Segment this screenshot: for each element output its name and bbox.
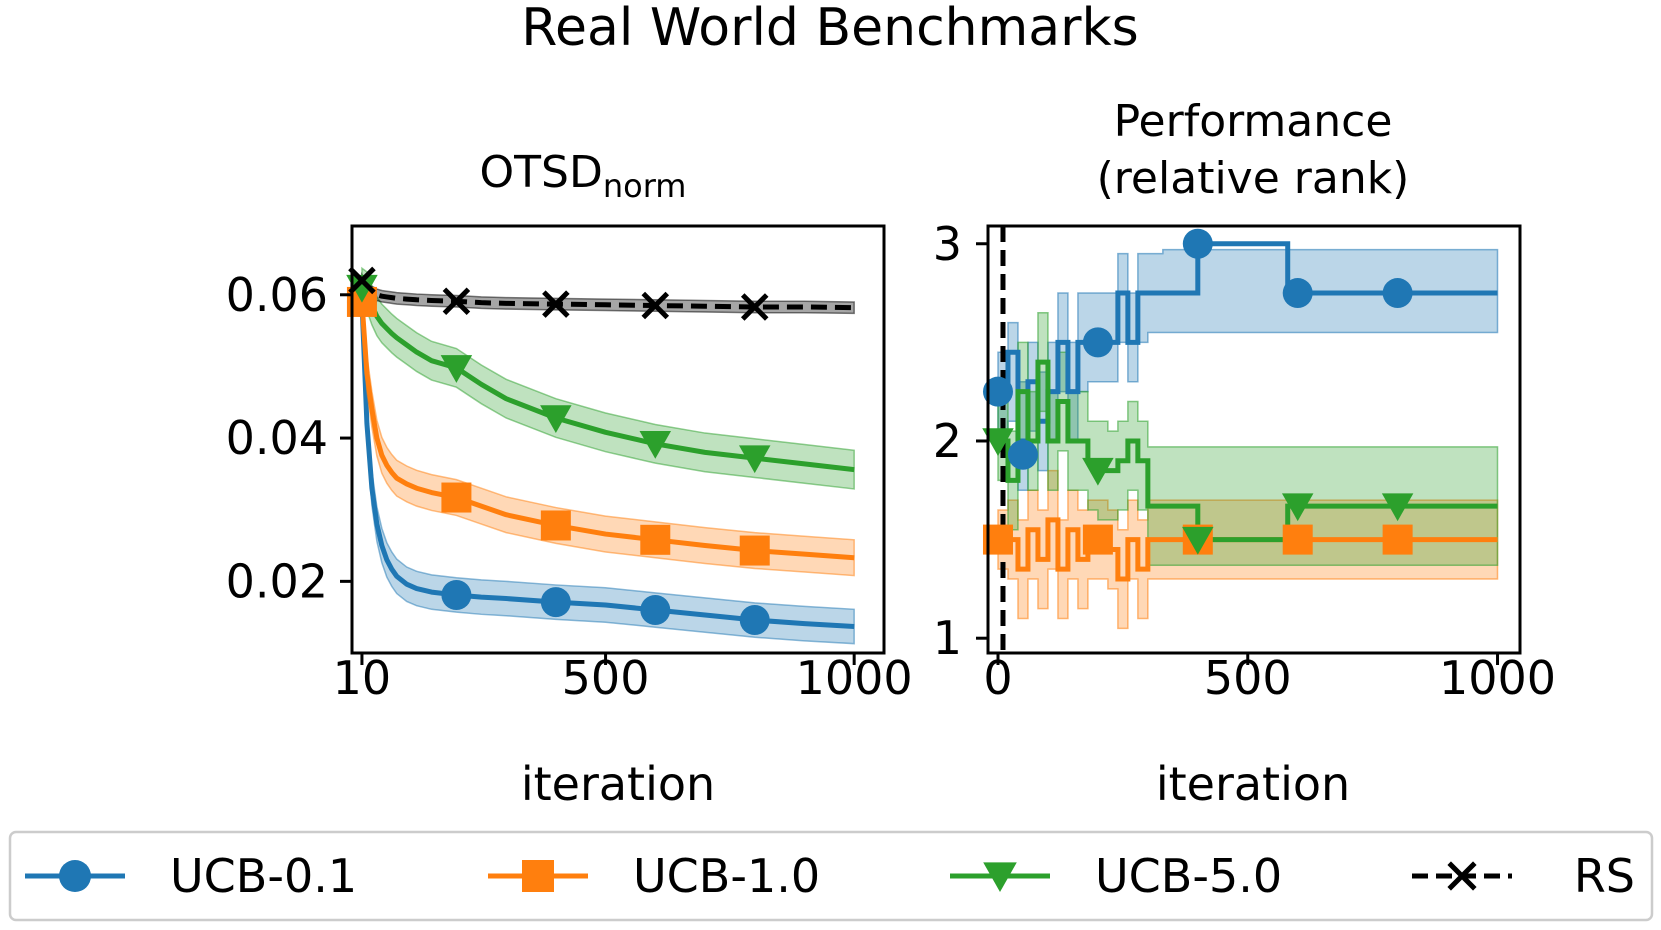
otsd-marker-ucb-0-1	[739, 605, 770, 636]
otsd-marker-rs	[740, 293, 769, 321]
otsd-line-ucb-0-1	[359, 301, 855, 629]
legend-marker-ucb-5-0	[983, 862, 1017, 892]
rank-marker-ucb-5-0	[1381, 493, 1414, 522]
otsd-band-rs	[361, 271, 855, 315]
otsd-marker-ucb-0-1	[640, 595, 671, 626]
rank-ytick-label: 1	[933, 611, 962, 665]
otsd-marker-ucb-5-0	[346, 274, 378, 303]
otsd-marker-rs	[641, 291, 670, 320]
otsd-plot-area	[346, 266, 855, 645]
legend-marker-ucb-0-1	[59, 860, 91, 892]
legend-label-rs: RS	[1574, 849, 1635, 903]
legend-label-ucb-0-1: UCB-0.1	[170, 849, 357, 903]
otsd-xtick-label: 500	[562, 651, 650, 705]
otsd-marker-rs	[542, 290, 570, 318]
rank-marker-ucb-0-1	[1282, 278, 1313, 309]
rank-xlabel: iteration	[1156, 757, 1350, 811]
rank-xtick-label: 500	[1204, 651, 1292, 705]
otsd-ytick-label: 0.02	[226, 554, 328, 608]
rank-marker-ucb-0-1	[1182, 228, 1213, 259]
rank-marker-ucb-1-0	[1282, 524, 1313, 555]
legend-frame	[8, 830, 1654, 922]
otsd-marker-ucb-1-0	[441, 482, 472, 513]
otsd-title: OTSDnorm	[480, 147, 687, 205]
legend: UCB-0.1 UCB-1.0 UCB-5.0 RS	[8, 830, 1654, 922]
rank-marker-ucb-0-1	[1007, 439, 1038, 470]
otsd-marker-ucb-5-0	[738, 445, 771, 474]
rank-marker-ucb-0-1	[1082, 327, 1113, 358]
rank-plot-area	[982, 226, 1499, 653]
otsd-xtick-label: 10	[333, 651, 392, 705]
otsd-title-main: OTSD	[480, 147, 603, 198]
otsd-marker-ucb-1-0	[640, 524, 671, 555]
otsd-band-ucb-1-0	[361, 283, 855, 577]
legend-label-ucb-5-0: UCB-5.0	[1095, 849, 1282, 903]
otsd-marker-rs	[348, 266, 376, 295]
rank-band-ucb-1-0	[997, 469, 1499, 630]
otsd-marker-ucb-1-0	[739, 535, 770, 566]
otsd-line-ucb-1-0	[359, 301, 855, 561]
otsd-marker-ucb-1-0	[540, 510, 571, 541]
otsd-xtick-label: 1000	[796, 651, 913, 705]
otsd-marker-ucb-5-0	[639, 431, 672, 459]
otsd-marker-ucb-5-0	[440, 355, 473, 383]
otsd-marker-ucb-5-0	[540, 405, 572, 434]
rank-title-line2: (relative rank)	[1097, 153, 1410, 204]
rank-title-line1: Performance	[1114, 96, 1393, 147]
otsd-xlabel: iteration	[521, 757, 715, 811]
otsd-line-rs	[359, 279, 855, 311]
rank-ytick-label: 3	[933, 217, 962, 271]
rank-xtick-label: 0	[983, 651, 1012, 705]
rank-marker-ucb-0-1	[1382, 278, 1413, 309]
otsd-title-subscript: norm	[603, 167, 687, 205]
otsd-ytick-label: 0.06	[226, 268, 328, 322]
legend-label-ucb-1-0: UCB-1.0	[633, 849, 820, 903]
legend-item-ucb-1-0: UCB-1.0	[488, 849, 820, 903]
rank-marker-ucb-5-0	[1182, 526, 1214, 555]
otsd-band-ucb-0-1	[361, 284, 855, 645]
rank-ytick-label: 2	[933, 414, 962, 468]
figure-title: Real World Benchmarks	[521, 0, 1138, 58]
rank-ticks: 0 500 1000 1 2 3	[933, 217, 1556, 705]
rank-marker-ucb-5-0	[1281, 493, 1314, 522]
legend-item-ucb-0-1: UCB-0.1	[25, 849, 357, 903]
legend-marker-rs	[1447, 861, 1477, 891]
rank-marker-ucb-0-1	[982, 376, 1013, 407]
rank-marker-ucb-5-0	[1082, 457, 1114, 486]
otsd-band-ucb-5-0	[361, 266, 855, 490]
otsd-panel: OTSDnorm 10 500 1000 0.02 0.04 0.06 iteration	[226, 147, 913, 811]
rank-marker-ucb-5-0	[982, 428, 1014, 456]
otsd-ytick-label: 0.04	[226, 411, 328, 465]
legend-marker-ucb-1-0	[522, 860, 554, 892]
otsd-marker-rs	[442, 287, 471, 315]
legend-item-rs: RS	[1412, 849, 1635, 903]
otsd-marker-ucb-0-1	[540, 587, 571, 618]
rank-xtick-label: 1000	[1439, 651, 1556, 705]
rank-panel: Performance (relative rank) 0 500 1000123 …	[933, 96, 1556, 811]
rank-marker-ucb-1-0	[1382, 524, 1413, 555]
rank-marker-ucb-1-0	[1082, 524, 1113, 555]
otsd-line-ucb-5-0	[360, 285, 855, 473]
legend-item-ucb-5-0: UCB-5.0	[950, 849, 1282, 903]
otsd-marker-ucb-0-1	[441, 579, 472, 610]
otsd-ticks: 10 500 1000 0.02 0.04 0.06	[226, 268, 913, 705]
